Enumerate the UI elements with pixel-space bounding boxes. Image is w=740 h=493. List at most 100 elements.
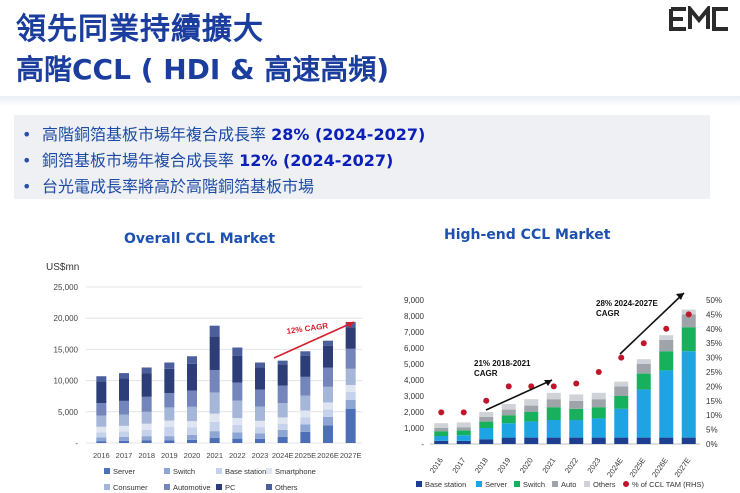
highend-bar-segment xyxy=(479,412,494,417)
highend-tam-dot xyxy=(483,397,490,404)
overall-legend-swatch xyxy=(266,484,272,490)
overall-bar-segment xyxy=(141,367,152,374)
overall-bar-segment xyxy=(277,403,288,418)
overall-legend-label: Consumer xyxy=(113,483,148,492)
highend-y2tick: 40% xyxy=(706,325,722,334)
overall-bar-segment xyxy=(255,362,265,368)
highend-ytick: 1,000 xyxy=(404,424,425,433)
overall-bar-segment xyxy=(300,417,311,425)
bullet-1: • 高階銅箔基板市場年複合成長率 28% (2024-2027) xyxy=(22,125,426,144)
highend-tam-dot xyxy=(573,380,580,387)
overall-xtick: 2018 xyxy=(138,451,155,460)
highend-cagr-arrow-1 xyxy=(485,379,553,411)
overall-bar-segment xyxy=(300,410,311,418)
overall-bar-segment xyxy=(209,369,220,393)
overall-cagr-label: 12% CAGR xyxy=(286,321,329,336)
highend-bar-segment xyxy=(456,422,471,428)
bullet-2: • 銅箔基板市場年複合成長率 12% (2024-2027) xyxy=(22,151,394,170)
overall-ytick: 10,000 xyxy=(54,377,79,386)
emc-logo xyxy=(669,6,728,31)
overall-bar-segment xyxy=(255,420,265,428)
overall-bar-segment xyxy=(164,368,175,394)
highend-cagr-arrow-2 xyxy=(619,292,685,355)
highend-cagr-arrowhead-1 xyxy=(544,380,552,386)
overall-bar-segment xyxy=(187,406,197,422)
highend-ytick: 7,000 xyxy=(404,328,425,337)
overall-bar-segment xyxy=(300,351,311,356)
highend-bar-segment xyxy=(434,440,449,444)
highend-bar-segment xyxy=(659,335,674,340)
highend-bar-segment xyxy=(501,423,516,438)
overall-legend-swatch xyxy=(104,468,110,474)
highend-xtick: 2025E xyxy=(628,456,648,479)
overall-bar-segment xyxy=(232,438,243,443)
highend-bar-segment xyxy=(681,327,696,352)
overall-bar-segment xyxy=(300,395,311,411)
overall-ytick: 20,000 xyxy=(54,314,79,323)
bullet-3: • 台光電成長率將高於高階銅箔基板市場 xyxy=(22,177,315,196)
overall-ylabel: US$mn xyxy=(46,262,79,273)
overall-xtick: 2020 xyxy=(184,451,201,460)
overall-bar-segment xyxy=(141,436,152,441)
overall-bar-segment xyxy=(232,418,243,425)
overall-ytick: - xyxy=(75,439,78,448)
highend-bar-segment xyxy=(524,412,539,422)
highend-bar-segment xyxy=(434,428,449,432)
overall-bar-segment xyxy=(119,400,129,415)
highend-bar-segment xyxy=(501,415,516,424)
overall-legend-label: PC xyxy=(225,483,236,492)
highend-tam-dot xyxy=(550,383,557,390)
overall-bar-segment xyxy=(232,400,243,419)
overall-bar-segment xyxy=(345,399,356,409)
highend-bar-segment xyxy=(681,437,696,444)
highend-bar-segment xyxy=(434,423,449,428)
highend-bar-segment xyxy=(569,420,584,438)
highend-tam-dot xyxy=(640,340,647,347)
highend-bar-segment xyxy=(569,394,584,401)
overall-bar-segment xyxy=(96,403,107,416)
highend-tam-dot xyxy=(595,369,602,375)
overall-bar-segment xyxy=(209,413,220,422)
highend-bar-segment xyxy=(591,392,606,400)
highend-cagr-label: CAGR xyxy=(474,369,498,378)
overall-bar-segment xyxy=(277,365,288,386)
highend-bar-segment xyxy=(434,436,449,441)
overall-bar-segment xyxy=(277,385,288,404)
overall-bar-segment xyxy=(277,423,288,430)
overall-bar-segment xyxy=(119,378,129,401)
highend-bar-segment xyxy=(546,399,561,408)
highend-ytick: 6,000 xyxy=(404,344,425,353)
highend-bar-segment xyxy=(546,437,561,444)
overall-bar-segment xyxy=(209,392,220,414)
highend-cagr-label: 21% 2018-2021 xyxy=(474,359,531,368)
overall-bar-segment xyxy=(164,420,175,427)
overall-bar-segment xyxy=(345,408,356,443)
overall-bar-segment xyxy=(187,427,197,435)
overall-bar-segment xyxy=(119,436,129,441)
highend-xtick: 2027E xyxy=(673,456,693,479)
highend-bar-segment xyxy=(456,440,471,444)
overall-xtick: 2017 xyxy=(116,451,133,460)
highend-y2tick: 50% xyxy=(706,296,722,305)
overall-bar-segment xyxy=(187,439,197,443)
overall-bar-segment xyxy=(119,373,129,379)
highend-bar-segment xyxy=(659,340,674,352)
highend-bar-segment xyxy=(614,381,629,387)
overall-bar-segment xyxy=(119,440,129,443)
overall-bar-segment xyxy=(345,327,356,349)
highend-ytick: 2,000 xyxy=(404,408,425,417)
highend-tam-dot xyxy=(618,354,625,361)
highend-bar-segment xyxy=(591,399,606,408)
overall-bar-segment xyxy=(323,409,333,417)
highend-xtick: 2024E xyxy=(605,456,625,479)
highend-bar-segment xyxy=(456,430,471,436)
overall-bar-segment xyxy=(323,386,333,403)
highend-y2tick: 35% xyxy=(706,339,722,348)
overall-bar-segment xyxy=(232,432,243,439)
highend-tam-dot xyxy=(460,409,467,416)
highend-y2tick: 5% xyxy=(706,426,718,435)
highend-xtick: 2017 xyxy=(450,456,467,475)
overall-bar-segment xyxy=(277,429,288,437)
overall-bar-segment xyxy=(141,396,152,412)
slide-title: 領先同業持續擴大 xyxy=(16,12,264,47)
